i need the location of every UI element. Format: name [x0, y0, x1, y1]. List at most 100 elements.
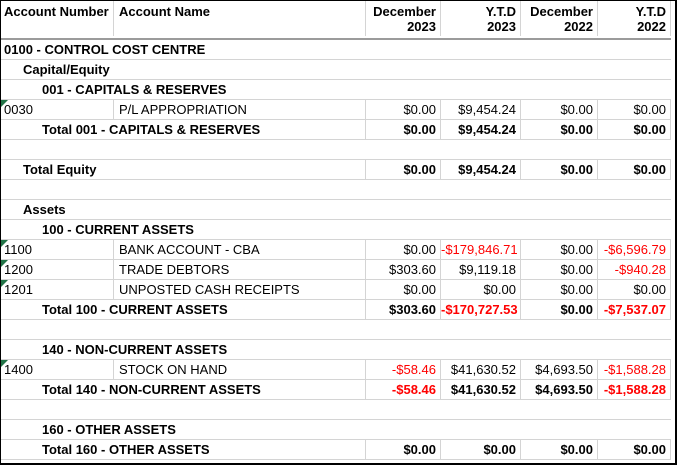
- section-label-cell[interactable]: 140 - NON-CURRENT ASSETS: [1, 340, 671, 360]
- header-period-ytd-2023[interactable]: Y.T.D 2023: [441, 1, 521, 36]
- total-row: Total 160 - OTHER ASSETS $0.00 $0.00 $0.00 $…: [1, 440, 671, 460]
- total-label-cell[interactable]: Total 100 - CURRENT ASSETS: [1, 300, 366, 320]
- section-row: Assets: [1, 200, 671, 220]
- period-label-line2: 2022: [564, 19, 593, 34]
- value-cell[interactable]: -$58.46: [366, 380, 441, 400]
- empty-cell[interactable]: [1, 140, 671, 160]
- value-cell[interactable]: $0.00: [521, 260, 598, 280]
- empty-row: [1, 180, 671, 200]
- account-number-cell[interactable]: 0030: [1, 100, 114, 120]
- period-label-line1: December: [530, 4, 593, 19]
- report-rows: 0100 - CONTROL COST CENTRE Capital/Equity…: [1, 40, 671, 460]
- account-row: 1200 TRADE DEBTORS $303.60 $9,119.18 $0.00 -$…: [1, 260, 671, 280]
- empty-cell[interactable]: [1, 180, 671, 200]
- value-cell[interactable]: $0.00: [598, 120, 671, 140]
- value-cell[interactable]: $0.00: [521, 440, 598, 460]
- total-label-cell[interactable]: Total Equity: [1, 160, 366, 180]
- value-cell[interactable]: $303.60: [366, 260, 441, 280]
- value-cell[interactable]: $41,630.52: [441, 360, 521, 380]
- empty-row: [1, 320, 671, 340]
- value-cell[interactable]: $0.00: [366, 240, 441, 260]
- value-cell[interactable]: -$940.28: [598, 260, 671, 280]
- value-cell[interactable]: $0.00: [366, 440, 441, 460]
- value-cell[interactable]: $4,693.50: [521, 380, 598, 400]
- value-cell[interactable]: $303.60: [366, 300, 441, 320]
- report-table: Account Number Account Name December 202…: [1, 1, 671, 460]
- value-cell[interactable]: $0.00: [521, 300, 598, 320]
- value-cell[interactable]: -$1,588.28: [598, 360, 671, 380]
- account-number-cell[interactable]: 1100: [1, 240, 114, 260]
- total-row: Total Equity $0.00 $9,454.24 $0.00 $0.00: [1, 160, 671, 180]
- error-flag-icon: [1, 240, 8, 247]
- value-cell[interactable]: $0.00: [521, 120, 598, 140]
- value-cell[interactable]: $9,454.24: [441, 160, 521, 180]
- section-label-cell[interactable]: 0100 - CONTROL COST CENTRE: [1, 40, 671, 60]
- total-row: Total 100 - CURRENT ASSETS $303.60 -$170,7…: [1, 300, 671, 320]
- account-number-cell[interactable]: 1200: [1, 260, 114, 280]
- value-cell[interactable]: $0.00: [366, 100, 441, 120]
- value-cell[interactable]: -$1,588.28: [598, 380, 671, 400]
- error-flag-icon: [1, 280, 8, 287]
- value-cell[interactable]: $0.00: [598, 160, 671, 180]
- account-row: 1100 BANK ACCOUNT - CBA $0.00 -$179,846.71 $…: [1, 240, 671, 260]
- section-row: 100 - CURRENT ASSETS: [1, 220, 671, 240]
- section-row: 140 - NON-CURRENT ASSETS: [1, 340, 671, 360]
- section-row: 0100 - CONTROL COST CENTRE: [1, 40, 671, 60]
- section-label-cell[interactable]: Assets: [1, 200, 671, 220]
- value-cell[interactable]: $4,693.50: [521, 360, 598, 380]
- account-name-cell[interactable]: STOCK ON HAND: [114, 360, 366, 380]
- value-cell[interactable]: $0.00: [521, 280, 598, 300]
- period-label-line1: December: [373, 4, 436, 19]
- header-account-name[interactable]: Account Name: [114, 1, 366, 36]
- section-label-cell[interactable]: 001 - CAPITALS & RESERVES: [1, 80, 671, 100]
- account-number-cell[interactable]: 1201: [1, 280, 114, 300]
- total-label-cell[interactable]: Total 160 - OTHER ASSETS: [1, 440, 366, 460]
- section-row: Capital/Equity: [1, 60, 671, 80]
- period-label-line2: 2023: [407, 19, 436, 34]
- header-period-dec-2022[interactable]: December 2022: [521, 1, 598, 36]
- account-name-cell[interactable]: P/L APPROPRIATION: [114, 100, 366, 120]
- section-row: 001 - CAPITALS & RESERVES: [1, 80, 671, 100]
- empty-row: [1, 140, 671, 160]
- value-cell[interactable]: $9,119.18: [441, 260, 521, 280]
- error-flag-icon: [1, 100, 8, 107]
- value-cell[interactable]: $0.00: [366, 280, 441, 300]
- section-label-cell[interactable]: 100 - CURRENT ASSETS: [1, 220, 671, 240]
- total-label-cell[interactable]: Total 140 - NON-CURRENT ASSETS: [1, 380, 366, 400]
- empty-cell[interactable]: [1, 320, 671, 340]
- value-cell[interactable]: $9,454.24: [441, 120, 521, 140]
- value-cell[interactable]: $0.00: [366, 160, 441, 180]
- value-cell[interactable]: $0.00: [598, 440, 671, 460]
- account-number-cell[interactable]: 1400: [1, 360, 114, 380]
- value-cell[interactable]: -$6,596.79: [598, 240, 671, 260]
- value-cell[interactable]: $0.00: [598, 280, 671, 300]
- table-header-row: Account Number Account Name December 202…: [1, 1, 671, 40]
- empty-cell[interactable]: [1, 400, 671, 420]
- value-cell[interactable]: $0.00: [441, 280, 521, 300]
- value-cell[interactable]: -$58.46: [366, 360, 441, 380]
- value-cell[interactable]: $0.00: [598, 100, 671, 120]
- section-label-cell[interactable]: 160 - OTHER ASSETS: [1, 420, 671, 440]
- period-label-line2: 2022: [637, 19, 666, 34]
- value-cell[interactable]: $0.00: [441, 440, 521, 460]
- total-label-cell[interactable]: Total 001 - CAPITALS & RESERVES: [1, 120, 366, 140]
- header-account-number[interactable]: Account Number: [1, 1, 114, 36]
- value-cell[interactable]: -$7,537.07: [598, 300, 671, 320]
- value-cell[interactable]: $9,454.24: [441, 100, 521, 120]
- value-cell[interactable]: $0.00: [521, 160, 598, 180]
- period-label-line1: Y.T.D: [485, 4, 516, 19]
- header-period-ytd-2022[interactable]: Y.T.D 2022: [598, 1, 671, 36]
- section-label-cell[interactable]: Capital/Equity: [1, 60, 671, 80]
- account-name-cell[interactable]: BANK ACCOUNT - CBA: [114, 240, 366, 260]
- value-cell[interactable]: $0.00: [521, 100, 598, 120]
- total-row: Total 001 - CAPITALS & RESERVES $0.00 $9,4…: [1, 120, 671, 140]
- value-cell[interactable]: -$179,846.71: [441, 240, 521, 260]
- account-name-cell[interactable]: UNPOSTED CASH RECEIPTS: [114, 280, 366, 300]
- value-cell[interactable]: $41,630.52: [441, 380, 521, 400]
- header-period-dec-2023[interactable]: December 2023: [366, 1, 441, 36]
- value-cell[interactable]: $0.00: [366, 120, 441, 140]
- account-name-cell[interactable]: TRADE DEBTORS: [114, 260, 366, 280]
- value-cell[interactable]: $0.00: [521, 240, 598, 260]
- value-cell[interactable]: -$170,727.53: [441, 300, 521, 320]
